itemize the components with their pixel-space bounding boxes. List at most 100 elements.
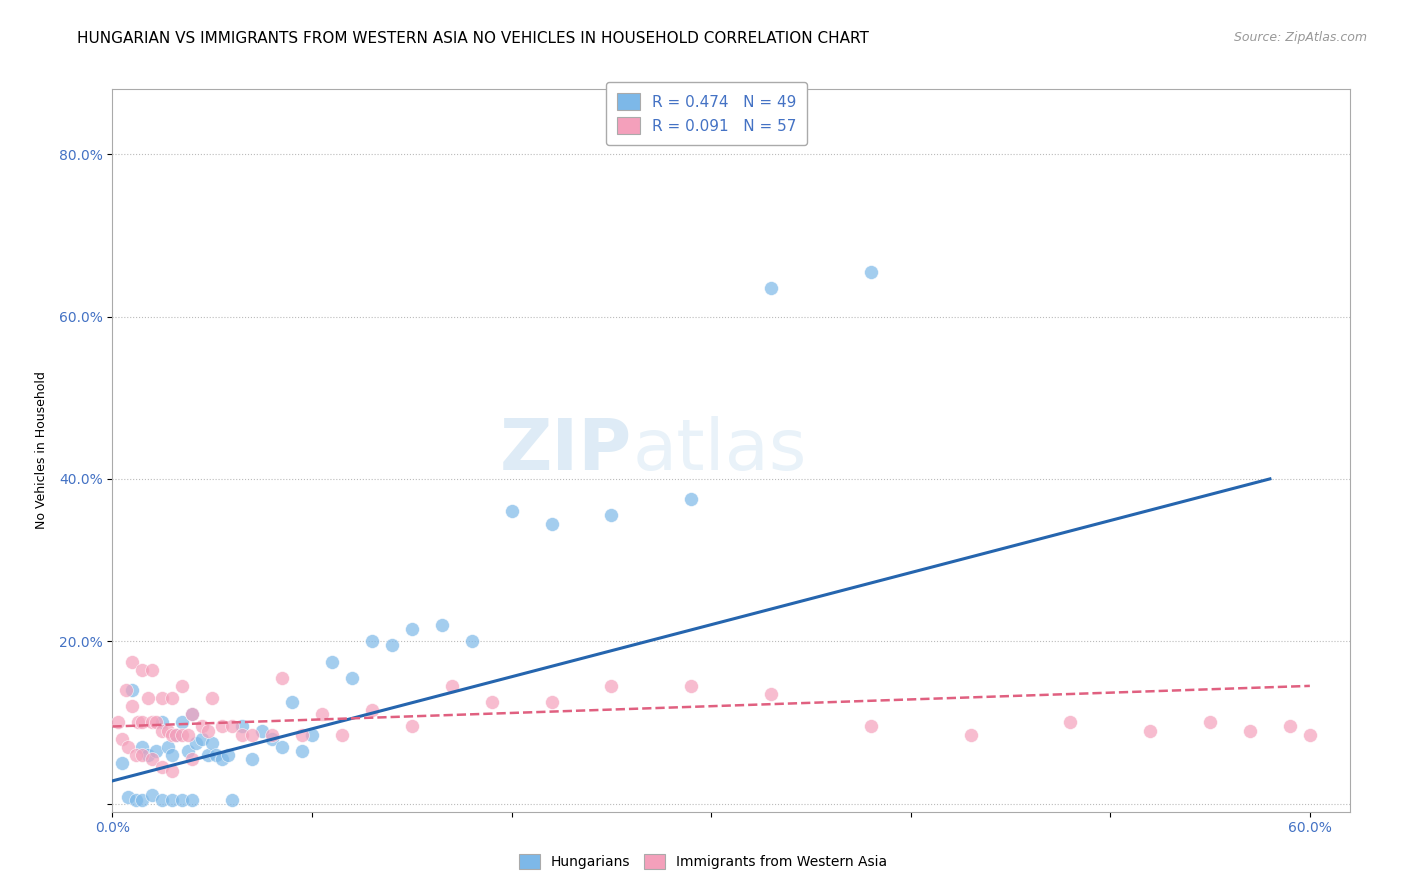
Point (150, 715, 173, 730)
Point (121, 655, 143, 669)
Point (141, 663, 163, 677)
Point (1059, 715, 1081, 730)
Point (197, 747, 219, 762)
Point (217, 747, 239, 762)
Point (361, 634, 384, 648)
Point (121, 682, 143, 697)
Point (759, 687, 782, 701)
Point (150, 792, 173, 806)
Point (177, 728, 200, 742)
Point (111, 756, 134, 770)
Point (262, 731, 284, 746)
Point (131, 747, 153, 762)
Point (211, 719, 233, 733)
Point (231, 728, 253, 742)
Point (145, 744, 167, 758)
Point (172, 715, 194, 730)
Text: Source: ZipAtlas.com: Source: ZipAtlas.com (1233, 31, 1367, 45)
Point (291, 728, 314, 742)
Point (162, 764, 184, 778)
Point (1199, 715, 1222, 730)
Point (141, 715, 163, 730)
Point (250, 723, 273, 738)
Point (205, 747, 228, 762)
Point (162, 691, 184, 706)
Point (211, 752, 233, 766)
Point (600, 679, 623, 693)
Point (131, 792, 153, 806)
Point (281, 695, 304, 709)
Point (311, 707, 333, 722)
Point (191, 731, 214, 746)
Point (340, 671, 363, 685)
Point (540, 516, 562, 531)
Point (201, 736, 224, 750)
Point (107, 715, 129, 730)
Text: HUNGARIAN VS IMMIGRANTS FROM WESTERN ASIA NO VEHICLES IN HOUSEHOLD CORRELATION C: HUNGARIAN VS IMMIGRANTS FROM WESTERN ASI… (77, 31, 869, 46)
Point (172, 679, 194, 693)
Point (501, 504, 523, 518)
Point (111, 731, 134, 746)
Point (859, 719, 882, 733)
Point (162, 792, 184, 806)
Point (221, 719, 243, 733)
Point (138, 747, 160, 762)
Point (959, 728, 981, 742)
Point (1239, 723, 1261, 738)
Point (177, 744, 200, 758)
Point (131, 715, 153, 730)
Point (157, 723, 180, 738)
Point (460, 634, 482, 648)
Point (181, 707, 204, 722)
Text: ZIP: ZIP (501, 416, 633, 485)
Point (1278, 719, 1301, 733)
Point (127, 715, 149, 730)
Point (600, 508, 623, 523)
Point (131, 663, 153, 677)
Point (181, 792, 204, 806)
Point (181, 752, 204, 766)
Point (181, 707, 204, 722)
Point (145, 715, 167, 730)
Point (240, 752, 263, 766)
Point (165, 728, 187, 742)
Point (117, 790, 139, 805)
Point (481, 695, 503, 709)
Point (117, 739, 139, 754)
Point (221, 792, 243, 806)
Point (361, 703, 384, 717)
Point (138, 691, 160, 706)
Point (172, 792, 194, 806)
Point (271, 739, 294, 754)
Point (440, 679, 463, 693)
Point (201, 691, 224, 706)
Point (125, 747, 148, 762)
Point (162, 747, 184, 762)
Point (150, 723, 173, 738)
Point (162, 728, 184, 742)
Point (759, 281, 782, 295)
Point (859, 265, 882, 279)
Legend: Hungarians, Immigrants from Western Asia: Hungarians, Immigrants from Western Asia (512, 847, 894, 876)
Point (321, 655, 343, 669)
Point (401, 719, 423, 733)
Point (157, 739, 180, 754)
Point (115, 682, 138, 697)
Point (1299, 728, 1322, 742)
Point (150, 760, 173, 774)
Point (141, 789, 163, 803)
Y-axis label: No Vehicles in Household: No Vehicles in Household (35, 372, 48, 529)
Text: atlas: atlas (633, 416, 807, 485)
Point (165, 728, 187, 742)
Point (401, 622, 423, 636)
Point (1139, 723, 1161, 738)
Point (681, 679, 703, 693)
Point (121, 699, 143, 714)
Point (191, 719, 214, 733)
Point (262, 728, 284, 742)
Point (291, 744, 314, 758)
Point (231, 719, 253, 733)
Point (330, 728, 353, 742)
Point (540, 695, 562, 709)
Point (430, 618, 453, 632)
